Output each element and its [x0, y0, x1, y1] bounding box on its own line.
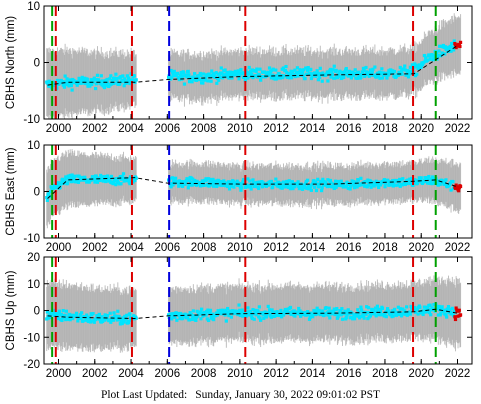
- footer: Plot Last Updated: Sunday, January 30, 20…: [0, 389, 481, 401]
- y-tick-label: -10: [23, 233, 40, 245]
- x-tick-label: 2018: [372, 242, 398, 254]
- x-tick-label: 2022: [445, 123, 471, 135]
- y-tick-label: 20: [27, 252, 40, 264]
- x-tick-label: 2016: [336, 123, 362, 135]
- y-tick-label: 0: [34, 306, 40, 318]
- y-axis-label: CBHS Up (mm): [5, 270, 17, 350]
- x-tick-label: 2016: [336, 368, 362, 380]
- x-tick-label: 2022: [445, 242, 471, 254]
- x-tick-label: 2004: [118, 368, 144, 380]
- x-tick-label: 2010: [227, 123, 253, 135]
- data-points-3: [45, 302, 463, 326]
- x-tick-label: 2014: [300, 123, 326, 135]
- x-tick-label: 2006: [155, 123, 181, 135]
- x-tick-label: 2018: [372, 123, 398, 135]
- x-tick-label: 2004: [118, 242, 144, 254]
- model-fit-line: [47, 45, 458, 86]
- x-tick-label: 2002: [82, 123, 108, 135]
- error-bars-1: [46, 13, 462, 119]
- model-fit-line: [47, 308, 458, 320]
- x-tick-label: 2020: [408, 123, 434, 135]
- y-tick-label: 0: [34, 187, 40, 199]
- x-tick-label: 2006: [155, 368, 181, 380]
- y-tick-label: -10: [23, 332, 40, 344]
- x-tick-label: 2014: [300, 368, 326, 380]
- x-tick-label: 2010: [227, 368, 253, 380]
- panel-2: 2000 2002 2004 2006 2008 2010 2012 2014 2016 2018…: [5, 140, 473, 254]
- x-tick-label: 2000: [46, 123, 72, 135]
- x-tick-label: 2000: [46, 242, 72, 254]
- y-tick-label: 10: [27, 279, 40, 291]
- x-tick-label: 2002: [82, 368, 108, 380]
- x-tick-label: 2020: [408, 368, 434, 380]
- y-tick-label: -20: [23, 359, 40, 371]
- y-tick-label: 10: [27, 1, 40, 13]
- y-tick-label: -10: [23, 114, 40, 126]
- x-tick-label: 2020: [408, 242, 434, 254]
- footer-label: Plot Last Updated:: [100, 389, 188, 401]
- footer-timestamp: Sunday, January 30, 2022 09:01:02 PST: [195, 389, 381, 401]
- panel-3: 2000 2002 2004 2006 2008 2010 2012 2014 2016 2018…: [5, 252, 473, 380]
- x-tick-label: 2008: [191, 242, 217, 254]
- panel-1: 2000 2002 2004 2006 2008 2010 2012 2014 2016 2018…: [5, 1, 473, 135]
- y-axis-label: CBHS North (mm): [5, 16, 17, 109]
- x-tick-label: 2000: [46, 368, 72, 380]
- model-fit-line: [47, 177, 458, 199]
- y-axis-label: CBHS East (mm): [5, 147, 17, 235]
- y-tick-label: 0: [34, 58, 40, 70]
- data-points-1: [45, 39, 463, 92]
- x-tick-label: 2012: [263, 123, 289, 135]
- x-tick-label: 2006: [155, 242, 181, 254]
- x-tick-label: 2010: [227, 242, 253, 254]
- x-tick-label: 2002: [82, 242, 108, 254]
- x-tick-label: 2012: [263, 368, 289, 380]
- error-bars-2: [46, 149, 462, 229]
- x-tick-label: 2016: [336, 242, 362, 254]
- x-tick-label: 2014: [300, 242, 326, 254]
- x-tick-label: 2008: [191, 123, 217, 135]
- x-tick-label: 2012: [263, 242, 289, 254]
- x-tick-label: 2008: [191, 368, 217, 380]
- x-tick-label: 2022: [445, 368, 471, 380]
- y-tick-label: 10: [27, 140, 40, 152]
- x-tick-label: 2018: [372, 368, 398, 380]
- x-tick-label: 2004: [118, 123, 144, 135]
